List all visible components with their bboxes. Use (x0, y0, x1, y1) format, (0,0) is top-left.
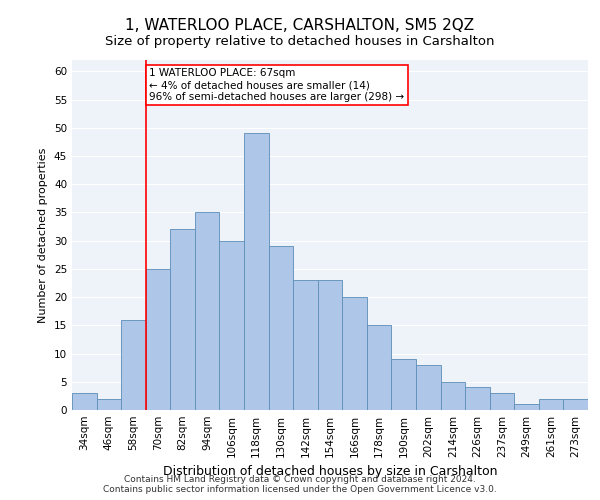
Bar (269, 246, 293, 410)
Bar (367, 326, 391, 410)
Y-axis label: Number of detached properties: Number of detached properties (38, 148, 49, 322)
Bar (121, 320, 146, 410)
Bar (220, 240, 244, 410)
Bar (293, 280, 318, 410)
Bar (563, 398, 588, 410)
Bar (170, 230, 195, 410)
Bar (514, 404, 539, 410)
Bar (490, 393, 514, 410)
Bar (391, 359, 416, 410)
Bar (440, 382, 465, 410)
Bar (146, 269, 170, 410)
Bar (318, 280, 342, 410)
Bar (195, 212, 220, 410)
Bar (342, 297, 367, 410)
Bar (465, 388, 490, 410)
Bar (72, 393, 97, 410)
Text: Size of property relative to detached houses in Carshalton: Size of property relative to detached ho… (105, 35, 495, 48)
Bar (416, 365, 440, 410)
Bar (97, 398, 121, 410)
Text: Contains HM Land Registry data © Crown copyright and database right 2024.
Contai: Contains HM Land Registry data © Crown c… (103, 474, 497, 494)
Bar (539, 398, 563, 410)
Bar (244, 134, 269, 410)
Text: 1, WATERLOO PLACE, CARSHALTON, SM5 2QZ: 1, WATERLOO PLACE, CARSHALTON, SM5 2QZ (125, 18, 475, 32)
X-axis label: Distribution of detached houses by size in Carshalton: Distribution of detached houses by size … (163, 466, 497, 478)
Text: 1 WATERLOO PLACE: 67sqm
← 4% of detached houses are smaller (14)
96% of semi-det: 1 WATERLOO PLACE: 67sqm ← 4% of detached… (149, 68, 404, 102)
